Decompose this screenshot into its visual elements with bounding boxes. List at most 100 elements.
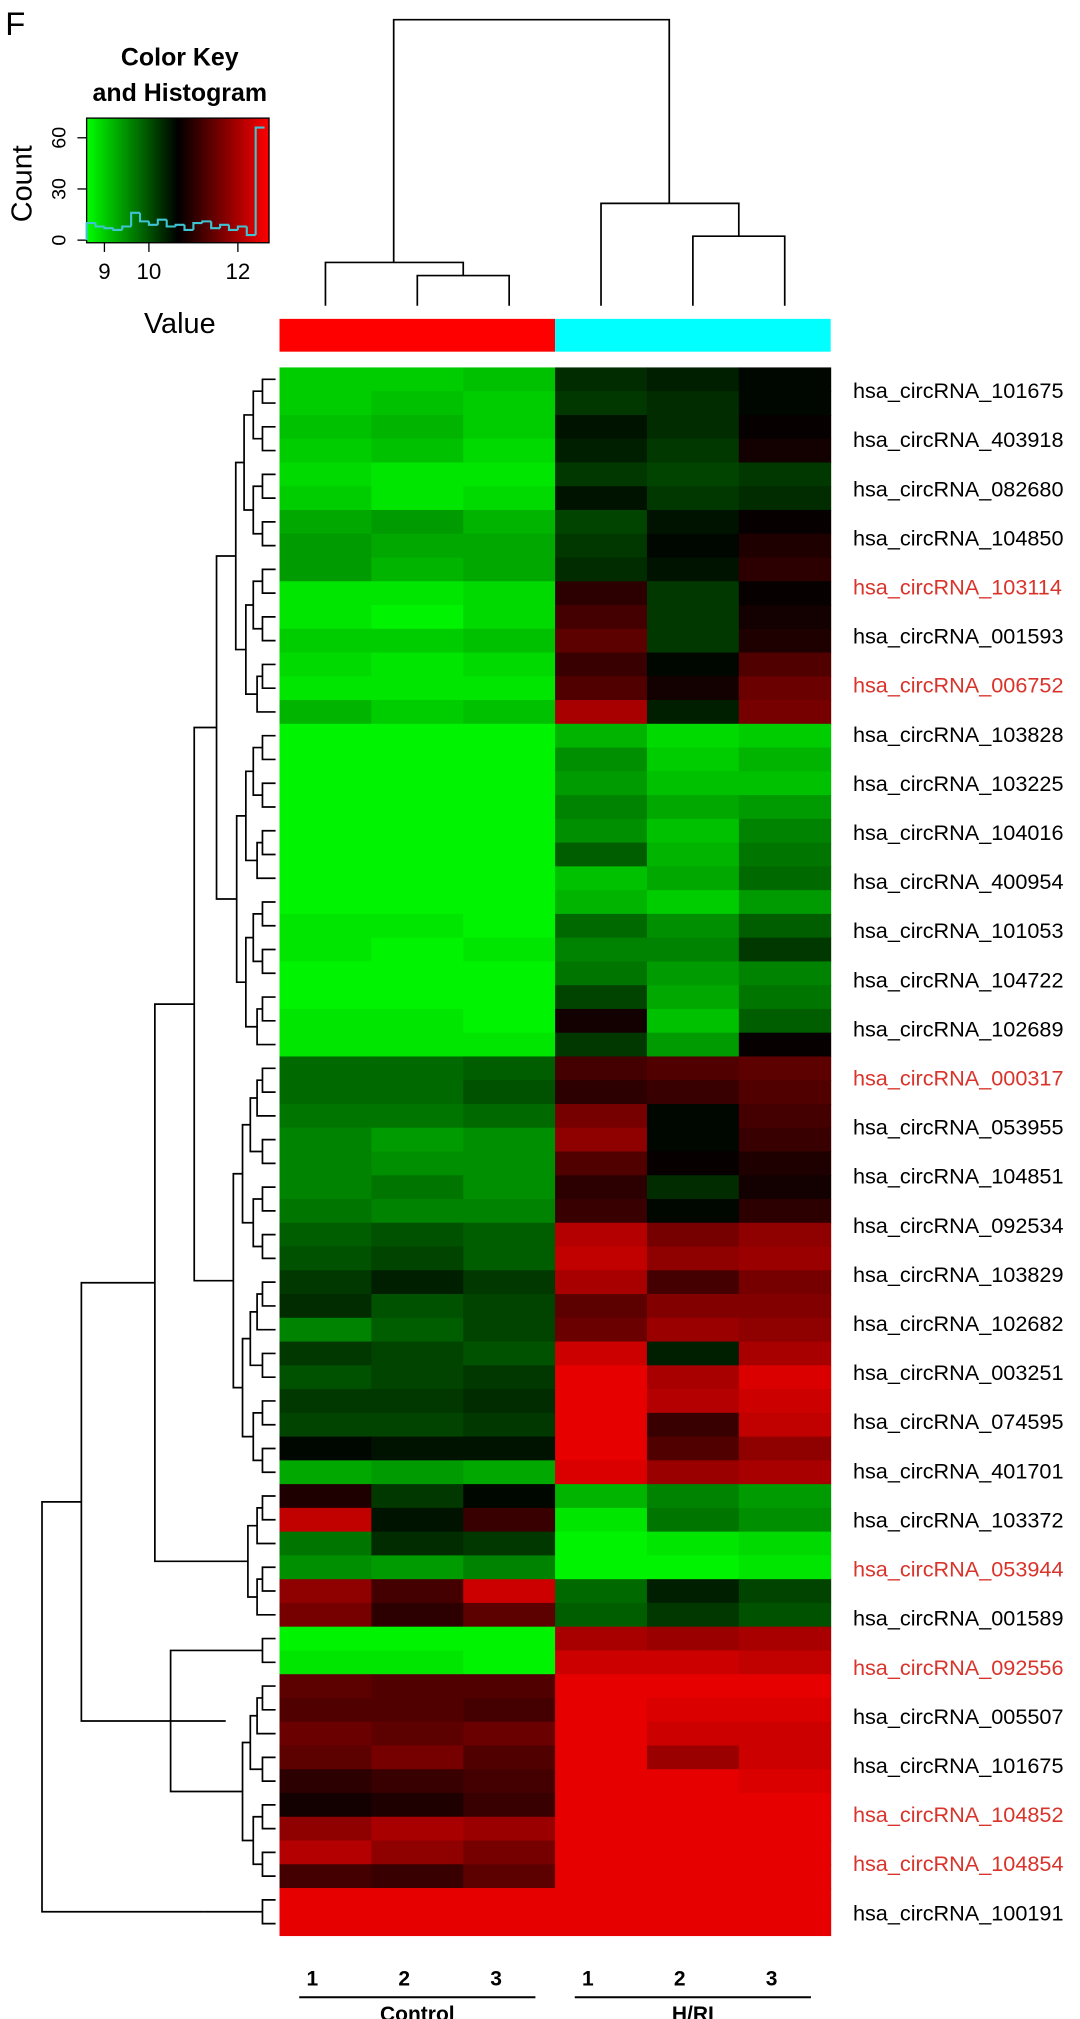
heat-cell [738,1222,832,1248]
histogram-step [138,212,149,223]
heat-cell [555,1199,648,1224]
dendrogram-branch [256,1578,276,1616]
heat-cell [738,747,832,772]
row-label: hsa_circRNA_104722 [853,967,1064,992]
heat-cell [555,414,648,440]
dendrogram-branch [261,1685,276,1711]
heat-cell [738,771,832,796]
heat-cell [646,1911,740,1937]
heat-cell [463,391,556,416]
heat-cell [646,1816,740,1842]
heat-cell [279,628,372,654]
heat-cell [738,1769,832,1794]
heat-cell [646,700,740,725]
heat-cell [738,438,832,463]
heat-cell [646,462,740,487]
heat-cell [646,1531,740,1556]
heat-cell [463,628,556,654]
heat-cell [646,1626,740,1651]
heat-cell [646,1056,740,1081]
histogram-step [245,226,256,237]
heat-cell [738,1840,832,1865]
heat-cell [371,1650,464,1675]
heat-cell [463,1579,556,1604]
heat-cell [738,1602,832,1628]
row-label: hsa_circRNA_104851 [853,1164,1064,1189]
heat-cell [555,1270,648,1295]
dendrogram-branch [261,1067,276,1093]
histogram-step [236,225,247,230]
heat-cell [555,1341,648,1366]
heat-cell [646,1579,740,1604]
heat-cell [279,890,372,915]
heat-cell [279,1816,372,1842]
row-label: hsa_circRNA_101053 [853,918,1064,943]
dendrogram-branch [256,1507,276,1545]
row-label: hsa_circRNA_005507 [853,1704,1064,1729]
heat-cell [463,1555,556,1580]
heat-cell [738,1365,832,1390]
heat-cell [279,818,372,844]
dendrogram-branch [261,829,276,856]
heat-cell [738,1555,832,1580]
heat-cell [555,913,648,939]
heat-cell [279,771,372,796]
dendrogram-branch [261,1447,276,1474]
heat-cell [371,1555,464,1580]
dendrogram-branch [261,1495,276,1521]
heat-cell [463,1056,556,1081]
row-label: hsa_circRNA_092556 [853,1655,1064,1680]
key-y-tick-label: 60 [49,127,71,149]
row-label: hsa_circRNA_400954 [853,869,1064,894]
heat-cell [463,700,556,725]
heat-cell [646,723,740,749]
group-label: H/RI [672,2003,714,2019]
column-label: 3 [490,1968,502,1991]
heat-cell [371,1056,464,1081]
heat-cell [555,1911,648,1937]
row-label: hsa_circRNA_101675 [853,378,1064,403]
heat-cell [555,605,648,630]
heat-cell [371,747,464,772]
heat-cell [738,1911,832,1937]
heat-cell [646,1840,740,1865]
heat-cell [371,1602,464,1628]
heat-cell [279,1697,372,1723]
heat-cell [279,795,372,820]
heat-cell [371,1579,464,1604]
heat-cell [738,1080,832,1105]
heat-cell [463,1389,556,1414]
heat-cell [463,818,556,844]
heat-cell [646,1792,740,1818]
heat-cell [371,1460,464,1485]
heat-cell [463,1246,556,1271]
heat-cell [555,1365,648,1390]
column-label: 1 [582,1968,594,1991]
heat-cell [555,676,648,701]
heat-cell [371,842,464,867]
heat-cell [555,842,648,867]
heat-cell [279,1460,372,1485]
heat-cell [646,605,740,630]
heat-cell [463,1199,556,1224]
heat-cell [646,1222,740,1248]
heat-cell [646,1507,740,1533]
heat-cell [463,985,556,1010]
heat-cell [463,1365,556,1390]
heat-cell [371,1365,464,1390]
heat-cell [646,1888,740,1913]
heat-cell [371,1864,464,1889]
dendrogram-branch [41,1500,204,1913]
heat-cell [371,1008,464,1034]
heat-cell [279,842,372,867]
heat-cell [646,1412,740,1438]
dendrogram-branch [243,414,254,511]
row-label: hsa_circRNA_101675 [853,1753,1064,1778]
heat-cell [463,1792,556,1818]
heat-cell [738,1745,832,1770]
heat-cell [463,866,556,891]
heat-cell [646,1769,740,1794]
heat-cell [463,486,556,511]
